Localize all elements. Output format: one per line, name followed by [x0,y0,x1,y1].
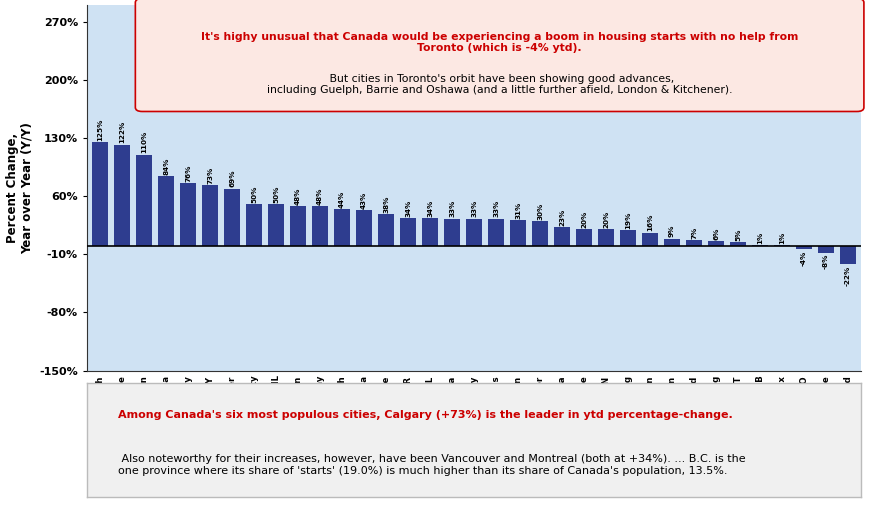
Bar [378,214,394,246]
Text: 76%: 76% [185,164,191,182]
Bar [92,142,108,246]
Text: -22%: -22% [844,266,850,286]
Bar [686,240,701,246]
Bar [620,230,635,246]
Bar [202,186,218,246]
Text: 31%: 31% [514,202,521,219]
Text: 30%: 30% [536,203,542,220]
Bar [180,183,196,246]
Text: 84%: 84% [163,158,169,175]
Bar [312,206,328,246]
Text: 9%: 9% [668,225,674,237]
Bar [246,204,262,246]
Bar [773,245,789,246]
Text: 16%: 16% [647,214,653,232]
Bar [575,229,592,246]
Text: 110%: 110% [141,131,147,154]
Bar [839,246,855,264]
Text: 20%: 20% [580,211,587,228]
Text: 33%: 33% [448,200,454,218]
Text: 50%: 50% [251,186,257,203]
Bar [795,246,811,249]
Text: 44%: 44% [339,191,345,208]
Bar [554,227,569,246]
Text: 48%: 48% [317,188,322,205]
Text: 33%: 33% [493,200,499,218]
Bar [136,155,152,246]
Bar [268,204,284,246]
Text: It's highy unusual that Canada would be experiencing a boom in housing starts wi: It's highy unusual that Canada would be … [201,31,798,53]
Text: 7%: 7% [690,227,696,239]
Bar [817,246,833,252]
Text: Also noteworthy for their increases, however, have been Vancouver and Montreal (: Also noteworthy for their increases, how… [118,454,745,476]
Text: Among Canada's six most populous cities, Calgary (+73%) is the leader in ytd per: Among Canada's six most populous cities,… [118,410,732,420]
Text: 23%: 23% [559,208,565,226]
Text: 38%: 38% [382,196,388,213]
Bar [444,219,460,246]
Bar [532,221,547,246]
Bar [707,241,723,246]
Y-axis label: Percent Change,
Year over Year (Y/Y): Percent Change, Year over Year (Y/Y) [6,122,34,254]
Bar [421,218,438,246]
Text: 33%: 33% [471,200,476,218]
Text: -4%: -4% [800,250,806,266]
Bar [752,245,767,246]
Text: 48%: 48% [295,188,301,205]
Text: 73%: 73% [207,167,213,184]
Text: 69%: 69% [229,170,235,188]
Bar [598,229,614,246]
Text: But cities in Toronto's orbit have been showing good advances,
including Guelph,: But cities in Toronto's orbit have been … [267,74,732,95]
Bar [488,219,503,246]
X-axis label: Census Metropolitan Areas (CMAs): Census Metropolitan Areas (CMAs) [352,449,595,462]
Text: 19%: 19% [625,211,630,229]
Bar [114,144,130,246]
Bar [663,238,680,246]
Text: 20%: 20% [602,211,608,228]
Text: 34%: 34% [427,199,433,216]
Text: 1%: 1% [756,232,762,244]
Bar [158,176,174,246]
Text: 125%: 125% [97,119,103,141]
Text: 122%: 122% [119,121,125,143]
Text: 43%: 43% [361,192,367,209]
Text: 34%: 34% [405,199,411,216]
Bar [466,219,481,246]
Bar [355,210,372,246]
Bar [729,242,746,246]
Text: -8%: -8% [822,254,828,269]
Bar [641,233,657,246]
Bar [509,220,526,246]
Text: 6%: 6% [713,228,719,240]
Bar [290,206,306,246]
Text: 5%: 5% [734,228,740,241]
Bar [334,209,349,246]
Text: 1%: 1% [779,232,784,244]
Bar [224,189,240,246]
Bar [400,218,415,246]
Text: 50%: 50% [273,186,279,203]
